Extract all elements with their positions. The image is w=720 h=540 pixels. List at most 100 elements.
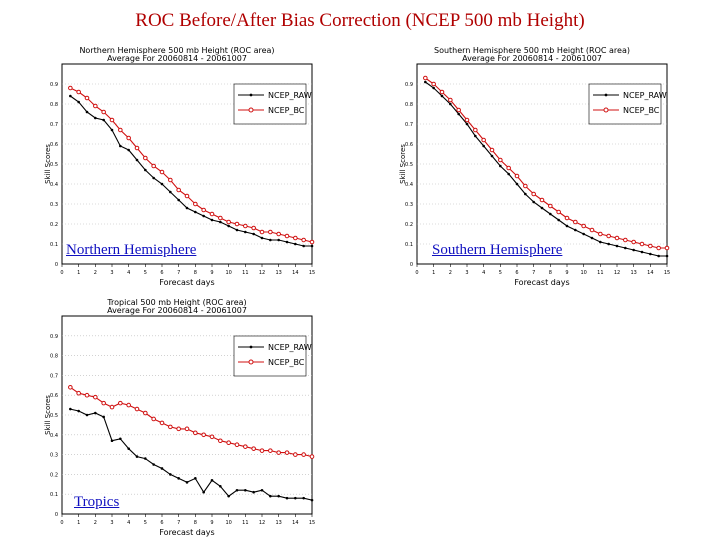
y-tick-label: 0.6 — [405, 142, 413, 148]
x-tick-label: 6 — [160, 270, 163, 276]
data-point-bc — [84, 392, 90, 398]
x-tick-label: 10 — [225, 270, 231, 276]
data-point-raw — [599, 240, 602, 244]
data-point-raw — [424, 80, 427, 84]
chart-subtitle: Average For 20060814 - 20061007 — [462, 54, 602, 63]
data-point-bc — [218, 215, 223, 221]
data-point-bc — [251, 225, 256, 231]
data-point-bc — [68, 85, 73, 91]
x-axis-label: Forecast days — [514, 278, 569, 287]
data-point-raw — [277, 238, 280, 242]
data-point-bc — [573, 219, 578, 225]
x-tick-label: 6 — [515, 270, 518, 276]
data-point-raw — [532, 200, 535, 204]
data-point-raw — [119, 144, 122, 148]
data-point-bc — [134, 406, 140, 412]
x-tick-label: 1 — [77, 520, 80, 526]
x-tick-label: 11 — [242, 270, 248, 276]
legend-marker — [249, 345, 253, 349]
x-tick-label: 11 — [597, 270, 603, 276]
data-point-bc — [193, 430, 198, 436]
y-tick-label: 0.4 — [50, 182, 58, 188]
data-point-raw — [160, 182, 164, 186]
data-point-raw — [169, 190, 172, 194]
data-point-raw — [549, 212, 552, 216]
y-tick-label: 0.9 — [50, 334, 58, 340]
data-point-bc — [176, 426, 181, 432]
data-point-raw — [94, 116, 97, 120]
y-tick-label: 0 — [55, 262, 58, 268]
data-point-raw — [210, 479, 214, 482]
label-tropics[interactable]: Tropics — [72, 494, 122, 511]
data-point-raw — [160, 467, 164, 470]
data-point-bc — [464, 117, 470, 123]
chart-svg-southern: Southern Hemisphere 500 mb Height (ROC a… — [399, 46, 670, 287]
data-point-bc — [151, 163, 156, 169]
y-tick-label: 0.5 — [50, 413, 58, 419]
data-point-bc — [251, 446, 256, 451]
data-point-raw — [194, 210, 197, 214]
data-point-raw — [457, 112, 460, 116]
data-point-bc — [76, 390, 81, 396]
x-tick-label: 8 — [194, 520, 197, 526]
data-point-bc — [218, 438, 223, 444]
data-point-bc — [93, 394, 98, 400]
data-point-raw — [302, 244, 305, 248]
x-tick-label: 4 — [127, 270, 130, 276]
data-point-bc — [656, 245, 661, 251]
data-point-raw — [607, 242, 610, 246]
data-point-bc — [126, 135, 131, 141]
label-southern-hemisphere[interactable]: Southern Hemisphere — [430, 242, 565, 259]
data-point-bc — [556, 209, 561, 215]
y-tick-label: 0.9 — [405, 82, 413, 88]
data-point-bc — [159, 169, 165, 175]
data-point-raw — [515, 182, 519, 186]
data-point-raw — [227, 494, 230, 498]
x-tick-label: 14 — [647, 270, 653, 276]
data-point-raw — [244, 488, 247, 492]
data-point-bc — [293, 452, 298, 457]
data-point-raw — [285, 496, 289, 500]
x-tick-label: 14 — [292, 270, 298, 276]
x-tick-label: 9 — [565, 270, 568, 276]
data-point-bc — [301, 237, 306, 243]
data-point-raw — [649, 252, 652, 256]
x-tick-label: 10 — [225, 520, 231, 526]
chart-subtitle: Average For 20060814 - 20061007 — [107, 54, 247, 63]
x-tick-label: 7 — [532, 270, 535, 276]
y-tick-label: 0.7 — [50, 122, 58, 128]
x-tick-label: 4 — [482, 270, 485, 276]
data-point-bc — [268, 448, 273, 453]
data-point-bc — [184, 193, 190, 199]
slide-title: ROC Before/After Bias Correction (NCEP 5… — [135, 10, 585, 31]
legend-label: NCEP_RAW — [268, 343, 312, 352]
data-point-raw — [77, 100, 80, 104]
x-tick-label: 0 — [415, 270, 418, 276]
data-point-bc — [109, 404, 115, 410]
chart-svg-northern: Northern Hemisphere 500 mb Height (ROC a… — [44, 46, 315, 287]
data-point-raw — [94, 411, 97, 415]
data-point-bc — [473, 127, 478, 133]
x-tick-label: 4 — [127, 520, 130, 526]
y-tick-label: 0.3 — [50, 202, 58, 208]
data-point-raw — [244, 230, 247, 234]
data-point-bc — [284, 450, 290, 455]
y-tick-label: 0.8 — [405, 102, 413, 108]
data-point-bc — [489, 147, 495, 153]
data-point-bc — [514, 173, 520, 179]
data-point-bc — [431, 81, 436, 87]
y-axis-label: Skill Scores — [44, 395, 52, 435]
data-point-bc — [109, 117, 115, 123]
x-tick-label: 13 — [275, 270, 281, 276]
data-point-raw — [110, 128, 114, 132]
data-point-bc — [234, 221, 240, 227]
label-northern-hemisphere[interactable]: Northern Hemisphere — [64, 242, 199, 259]
y-tick-label: 0.4 — [405, 182, 413, 188]
data-point-raw — [665, 254, 669, 258]
chart-title: Northern Hemisphere 500 mb Height (ROC a… — [79, 46, 274, 55]
series-line-ncep_raw — [69, 95, 312, 247]
data-point-bc — [93, 103, 98, 109]
data-point-raw — [310, 244, 314, 248]
x-axis-label: Forecast days — [159, 278, 214, 287]
x-tick-label: 7 — [177, 520, 180, 526]
